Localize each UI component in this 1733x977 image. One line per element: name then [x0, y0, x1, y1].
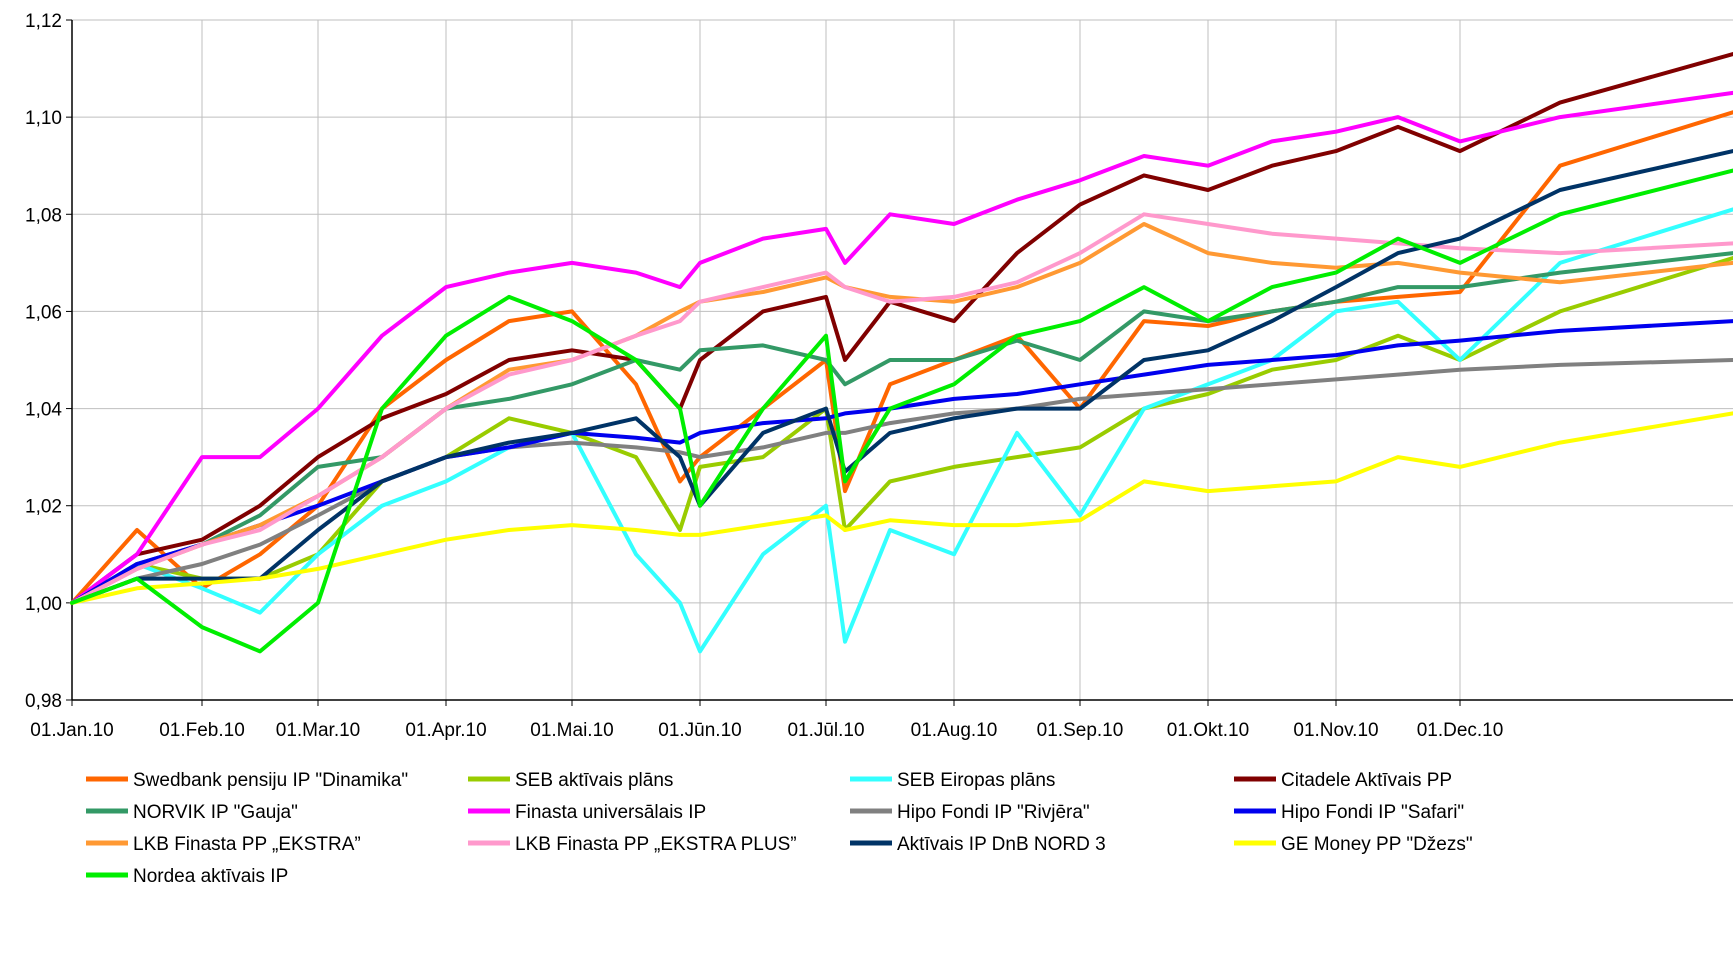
axes: 0,98 1,00 1,02 1,04 1,06 1,08 1,10 1,12 01.Jan.1… [25, 11, 1733, 741]
x-tick-label: 01.Dec.10 [1417, 720, 1504, 741]
series-line-8 [70, 319, 1733, 605]
series-lines [70, 52, 1733, 654]
x-tick-label: 01.Jūn.10 [658, 720, 741, 741]
legend-label: SEB Eiropas plāns [897, 770, 1055, 791]
legend-label: SEB aktīvais plāns [515, 770, 673, 791]
legend-label: Citadele Aktīvais PP [1281, 770, 1452, 791]
series-line-11 [70, 149, 1733, 605]
x-tick-label: 01.Aug.10 [911, 720, 998, 741]
legend-label: NORVIK IP "Gauja" [133, 802, 298, 823]
y-tick-label: 1,00 [25, 594, 62, 615]
y-tick-label: 0,98 [25, 691, 62, 712]
series-line-6 [70, 90, 1733, 605]
y-tick-label: 1,08 [25, 205, 62, 226]
legend-label: Nordea aktīvais IP [133, 866, 288, 887]
y-tick-label: 1,02 [25, 497, 62, 518]
y-tick-label: 1,12 [25, 11, 62, 32]
legend-label: Swedbank pensiju IP "Dinamika" [133, 770, 408, 791]
series-line-7 [70, 358, 1733, 605]
legend-label: Hipo Fondi IP "Rivjēra" [897, 802, 1090, 823]
x-tick-label: 01.Okt.10 [1167, 720, 1249, 741]
series-line-13 [70, 168, 1733, 654]
x-tick-label: 01.Mar.10 [276, 720, 361, 741]
x-tick-label: 01.Sep.10 [1037, 720, 1124, 741]
series-line-10 [70, 212, 1733, 605]
y-tick-label: 1,10 [25, 108, 62, 129]
series-line-4 [70, 52, 1733, 605]
legend-label: LKB Finasta PP „EKSTRA” [133, 834, 361, 855]
x-tick-label: 01.Apr.10 [405, 720, 486, 741]
x-tick-label: 01.Feb.10 [159, 720, 245, 741]
legend-label: Hipo Fondi IP "Safari" [1281, 802, 1464, 823]
x-tick-label: 01.Jūl.10 [787, 720, 864, 741]
series-line-12 [70, 411, 1733, 605]
legend-label: GE Money PP "Džezs" [1281, 834, 1473, 855]
legend: Swedbank pensiju IP "Dinamika" SEB aktīva… [86, 770, 1473, 887]
x-tick-label: 01.Mai.10 [530, 720, 613, 741]
series-line-5 [70, 251, 1733, 605]
legend-label: LKB Finasta PP „EKSTRA PLUS” [515, 834, 797, 855]
legend-label: Finasta universālais IP [515, 802, 706, 823]
legend-label: Aktīvais IP DnB NORD 3 [897, 834, 1106, 855]
x-tick-label: 01.Jan.10 [30, 720, 113, 741]
y-tick-label: 1,04 [25, 400, 62, 421]
x-tick-label: 01.Nov.10 [1293, 720, 1378, 741]
y-tick-label: 1,06 [25, 302, 62, 323]
